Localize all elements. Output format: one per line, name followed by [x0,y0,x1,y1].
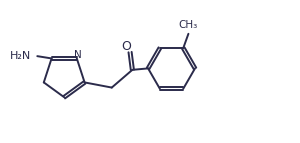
Text: O: O [121,40,131,53]
Text: N: N [74,50,82,60]
Text: H₂N: H₂N [10,51,31,61]
Text: CH₃: CH₃ [179,20,198,30]
